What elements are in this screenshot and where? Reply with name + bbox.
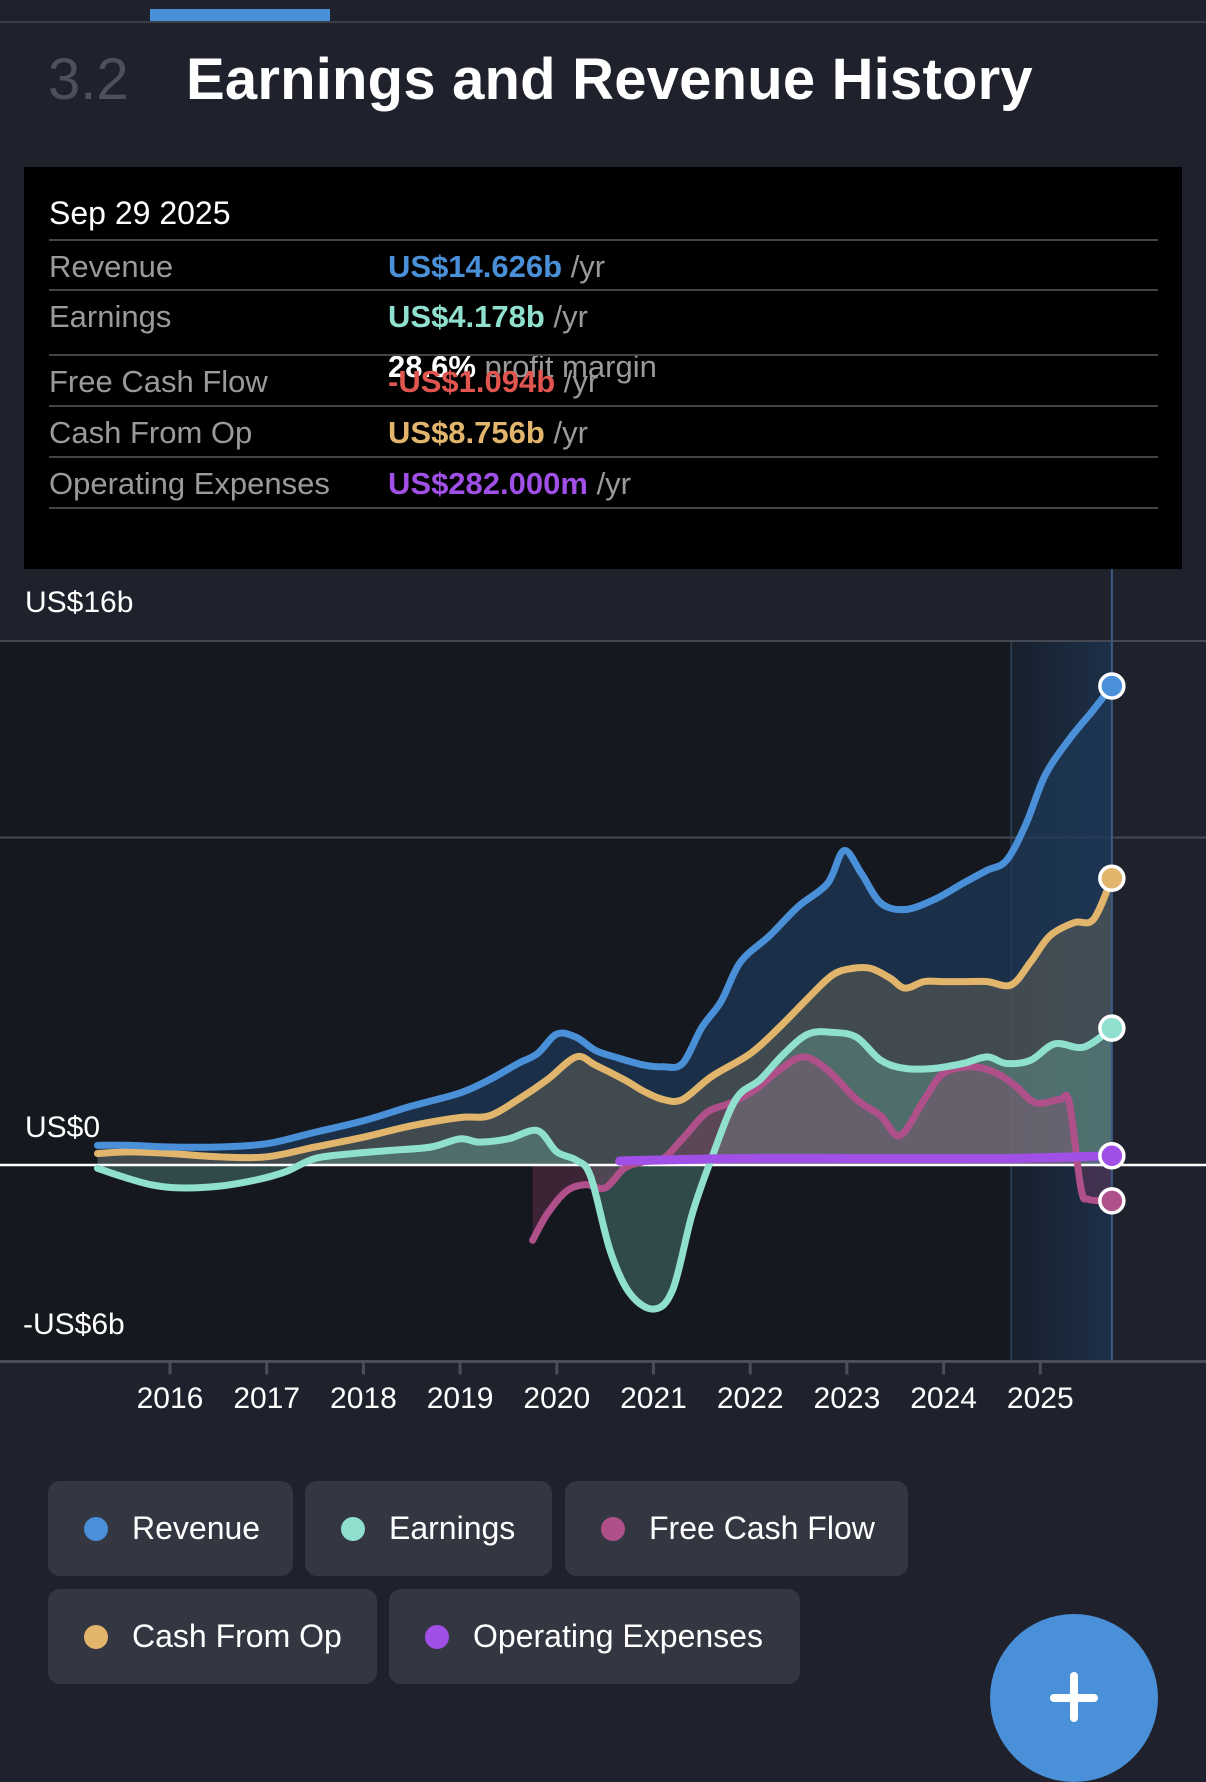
tooltip-label: Free Cash Flow — [49, 364, 268, 399]
earnings-end-point — [1098, 1014, 1126, 1042]
tooltip-row-revenue: Revenue US$14.626b /yr — [49, 239, 1158, 291]
x-tick-label: 2019 — [426, 1382, 494, 1415]
x-tick-label: 2023 — [813, 1382, 881, 1415]
fcf-value: -US$1.094b — [388, 364, 556, 399]
revenue-value: US$14.626b — [388, 249, 563, 284]
unit: /yr — [553, 415, 588, 450]
legend-label: Cash From Op — [132, 1618, 342, 1654]
tooltip-value: US$282.000m /yr — [388, 466, 631, 502]
legend-item-revenue[interactable]: Revenue — [48, 1481, 293, 1576]
cash-from-op-end-point — [1098, 864, 1126, 892]
section-heading: 3.2 Earnings and Revenue History — [48, 44, 1033, 114]
opex-dot-icon — [425, 1624, 449, 1649]
x-tick-label: 2016 — [136, 1382, 204, 1415]
revenue-area — [97, 685, 1112, 1165]
section-title: Earnings and Revenue History — [186, 46, 1033, 112]
legend-item-cash-from-op[interactable]: Cash From Op — [48, 1589, 377, 1684]
revenue-end-point — [1098, 672, 1126, 700]
revenue-dot-icon — [84, 1516, 108, 1541]
free-cash-flow-area — [532, 1056, 1112, 1241]
section-number: 3.2 — [48, 46, 129, 112]
x-tick-label: 2021 — [620, 1382, 687, 1415]
cash-from-op-value: US$8.756b — [388, 415, 545, 450]
cash-from-op-line — [93, 874, 1116, 1162]
y-tick-label: US$16b — [25, 586, 134, 619]
operating-expenses-end-point — [1098, 1142, 1126, 1170]
tooltip-value: -US$1.094b /yr — [388, 364, 598, 400]
unit: /yr — [553, 299, 588, 334]
y-tick-label: US$0 — [25, 1111, 101, 1144]
cash-from-op-dot-icon — [84, 1624, 108, 1649]
legend-item-operating-expenses[interactable]: Operating Expenses — [389, 1589, 800, 1684]
legend-item-free-cash-flow[interactable]: Free Cash Flow — [565, 1481, 908, 1576]
revenue-line — [93, 682, 1116, 1151]
tooltip-row-opex: Operating Expenses US$282.000m /yr — [49, 456, 1158, 508]
operating-expenses-line — [615, 1151, 1117, 1166]
y-tick-label: -US$6b — [23, 1308, 125, 1341]
earnings-line — [93, 1024, 1116, 1313]
add-button[interactable] — [990, 1614, 1158, 1782]
fcf-dot-icon — [601, 1516, 625, 1541]
earnings-dot-icon — [341, 1516, 365, 1541]
tooltip-value: US$8.756b /yr — [388, 415, 588, 451]
tooltip-label: Earnings — [49, 299, 172, 334]
tooltip-label: Cash From Op — [49, 415, 253, 450]
active-tab-indicator[interactable] — [150, 9, 330, 21]
legend-label: Earnings — [389, 1510, 516, 1546]
tooltip-date: Sep 29 2025 — [49, 195, 231, 231]
tooltip-value: US$14.626b /yr — [388, 249, 605, 285]
x-tick-label: 2020 — [523, 1382, 591, 1415]
legend-item-earnings[interactable]: Earnings — [305, 1481, 552, 1576]
tooltip-panel: Sep 29 2025 Revenue US$14.626b /yr Earni… — [24, 167, 1182, 569]
legend-label: Free Cash Flow — [649, 1510, 875, 1546]
tooltip-row-fcf: Free Cash Flow -US$1.094b /yr — [49, 354, 1158, 406]
legend-label: Revenue — [132, 1510, 261, 1546]
tooltip-row-cash-from-op: Cash From Op US$8.756b /yr — [49, 405, 1158, 457]
x-tick-label: 2022 — [716, 1382, 784, 1415]
x-tick-label: 2018 — [330, 1382, 397, 1415]
tab-divider — [0, 21, 1206, 23]
free-cash-flow-line — [529, 1053, 1116, 1244]
x-tick-label: 2025 — [1006, 1382, 1074, 1415]
x-tick-label: 2024 — [910, 1382, 977, 1415]
tooltip-label: Operating Expenses — [49, 466, 330, 501]
cash-from-op-area — [97, 878, 1112, 1165]
unit: /yr — [596, 466, 631, 501]
tooltip-value: US$4.178b /yr — [388, 299, 588, 335]
unit: /yr — [563, 364, 599, 399]
free-cash-flow-end-point — [1098, 1187, 1126, 1215]
earnings-value: US$4.178b — [388, 299, 545, 334]
unit: /yr — [570, 249, 606, 284]
tooltip-divider — [49, 507, 1158, 509]
x-tick-label: 2017 — [233, 1382, 301, 1415]
opex-value: US$282.000m — [388, 466, 588, 501]
chart[interactable] — [0, 0, 1206, 1718]
tooltip-label: Revenue — [49, 249, 174, 284]
top-tab-bar — [0, 0, 1206, 23]
legend-label: Operating Expenses — [473, 1618, 763, 1654]
